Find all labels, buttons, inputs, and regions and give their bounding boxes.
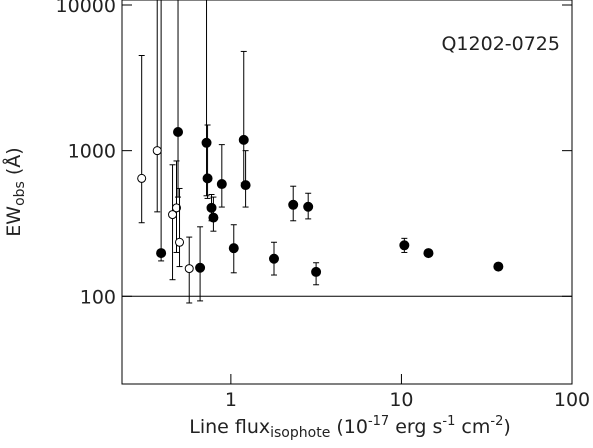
x-axis-label: Line fluxisophote (10-17 erg s-1 cm-2) <box>189 414 511 441</box>
point <box>202 173 213 184</box>
point <box>208 212 219 223</box>
y-tick-label: 10000 <box>56 0 116 17</box>
point <box>423 248 434 259</box>
point <box>175 237 185 247</box>
annotation: Q1202-0725 <box>441 33 560 55</box>
point <box>201 137 212 148</box>
plot-area <box>122 0 572 304</box>
point <box>268 253 279 264</box>
x-tick-label: 10 <box>389 389 413 411</box>
point <box>195 262 206 273</box>
point <box>493 261 504 272</box>
x-label-part: cm <box>455 416 490 438</box>
point <box>303 201 314 212</box>
point <box>173 126 184 137</box>
point <box>152 146 162 156</box>
x-label-sup: -17 <box>368 414 389 429</box>
point <box>137 173 147 183</box>
x-label-part: ) <box>503 416 510 438</box>
x-label-sup: -1 <box>442 414 455 429</box>
x-label-main: Line flux <box>189 416 270 438</box>
x-label-sup: -2 <box>490 414 503 429</box>
y-tick-label: 1000 <box>68 141 116 163</box>
point <box>171 203 181 213</box>
x-tick-label: 100 <box>554 389 590 411</box>
y-label-sub: obs <box>12 181 28 206</box>
point <box>288 199 299 210</box>
point <box>206 202 217 213</box>
point <box>228 243 239 254</box>
x-label-part: (10 <box>330 416 368 438</box>
y-label-main: EW <box>3 206 25 237</box>
point <box>156 248 167 259</box>
point <box>238 134 249 145</box>
plot-frame <box>121 0 573 385</box>
point <box>399 240 410 251</box>
point <box>240 180 251 191</box>
x-tick-label: 1 <box>225 389 237 411</box>
y-axis-label: EWobs (Å) <box>2 147 28 236</box>
x-label-sub: isophote <box>270 425 330 441</box>
y-tick-label: 100 <box>80 286 116 308</box>
x-label-part: erg s <box>389 416 442 438</box>
point <box>216 179 227 190</box>
y-label-unit: (Å) <box>2 147 25 181</box>
point <box>184 264 194 274</box>
point <box>311 266 322 277</box>
